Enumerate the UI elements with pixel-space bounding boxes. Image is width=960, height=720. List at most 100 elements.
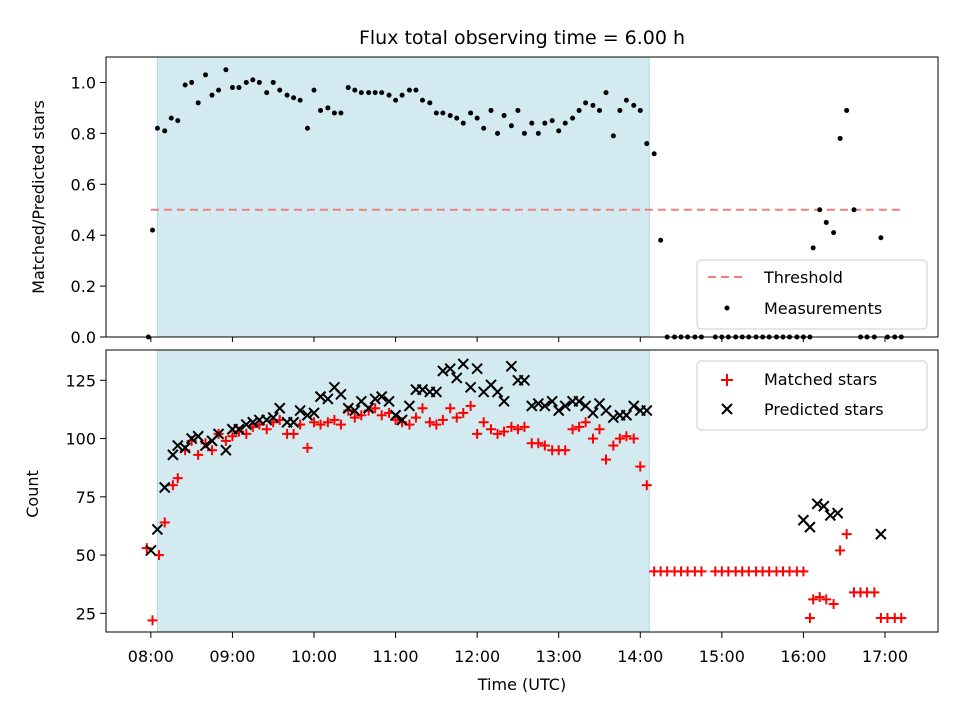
measurement-point [154,125,160,131]
matched-star-point [798,566,809,577]
y-tick-label: 50 [76,546,96,565]
predicted-star-point [546,395,558,407]
measurement-point [823,219,829,225]
ratio-panel: Flux total observing time = 6.00 h 0.00.… [29,27,939,347]
measurement-point [291,95,297,101]
matched-star-point [519,421,530,432]
predicted-star-point [247,416,259,428]
measurement-point [331,110,337,116]
x-tick-label: 12:00 [454,647,500,666]
y-tick-label: 100 [65,430,96,449]
predicted-star-point [457,358,469,370]
predicted-star-point [464,381,477,393]
measurement-point [399,92,405,98]
predicted-star-point [322,393,334,405]
matched-star-point [220,435,231,446]
matched-star-point [560,445,571,456]
predicted-star-point [437,365,449,377]
y-tick-label: 125 [65,371,96,390]
measurement-point [358,90,364,96]
predicted-star-point [539,400,551,412]
predicted-star-point [362,402,375,414]
predicted-star-point [444,362,456,375]
y-tick-label: 0.6 [71,175,96,194]
measurement-point [223,67,229,73]
measurement-point [419,97,425,103]
measurement-point [637,107,643,113]
matched-star-point [478,417,489,428]
matched-star-point [492,428,503,439]
measurement-point [406,87,412,93]
measurement-point [508,123,514,129]
matched-star-point [499,426,510,437]
bottom-x-axis: 08:00 09:00 10:00 11:00 12:00 13:00 14:00 15:00… [128,632,908,666]
measurement-point [447,113,453,119]
predicted-star-point [145,544,157,557]
top-x-axis [150,337,886,342]
matched-star-point [437,414,448,425]
measurement-point [810,245,816,251]
measurement-point [515,107,521,113]
bottom-legend-box [696,360,928,431]
measurement-point [617,107,623,113]
matched-star-point [465,400,476,411]
chart-title: Flux total observing time = 6.00 h [359,27,685,49]
predicted-star-point [573,395,585,407]
x-tick-label: 10:00 [291,647,337,666]
measurements-legend-swatch [724,305,730,311]
top-axes-frame [105,56,939,338]
predicted-star-point [620,409,633,421]
predicted-star-point [185,432,198,445]
measurement-point [372,90,378,96]
measurement-point [182,82,188,88]
measurement-point [576,107,582,113]
measurement-point [189,79,195,85]
measurement-point [250,77,256,83]
measurement-point [583,100,589,106]
measurement-point [454,115,460,121]
matched-star-point [821,594,832,605]
predicted-star-point [875,528,887,540]
count-panel: 25 50 75 100 125 08:00 09:00 10:00 11:00 12:00 13… [23,349,939,694]
measurement-point [501,113,507,119]
predicted-star-point [532,397,545,410]
predicted-star-point [552,404,565,417]
matched-star-point [614,433,625,444]
matched-star-point [167,480,178,491]
predicted-star-point [396,414,408,426]
x-tick-label: 15:00 [699,647,745,666]
measurement-point [243,79,249,85]
x-tick-label: 16:00 [780,647,826,666]
predicted-star-point [451,372,463,384]
matched-star-point [814,592,825,603]
predicted-star-point [383,395,395,407]
measurement-point [644,141,650,147]
matched-star-point [376,410,387,421]
matched-stars-legend-swatch [721,374,733,386]
threshold-legend-label: Threshold [763,268,843,287]
predicted-star-point [274,402,286,414]
predicted-star-point [818,500,830,512]
measurement-point [651,151,657,157]
measurement-point [325,105,331,111]
matched-star-point [227,431,238,442]
predicted-star-point [314,390,327,403]
matched-star-point [841,529,852,540]
measurement-point [481,125,487,131]
predicted-star-point [179,442,191,454]
measurement-point [216,87,222,93]
measurement-point [468,110,474,116]
x-axis-title: Time (UTC) [477,675,566,694]
predicted-star-point [498,395,510,407]
measurement-point [256,79,262,85]
top-y-axis-title: Matched/Predicted stars [29,100,48,294]
measurement-point [535,130,541,136]
matched-star-point [315,419,326,430]
measurement-point [556,128,562,134]
measurement-point [270,79,276,85]
predicted-star-point [831,507,844,519]
measurement-point [596,107,602,113]
measurement-point [338,110,344,116]
measurement-point [149,227,155,233]
x-tick-label: 08:00 [128,647,174,666]
